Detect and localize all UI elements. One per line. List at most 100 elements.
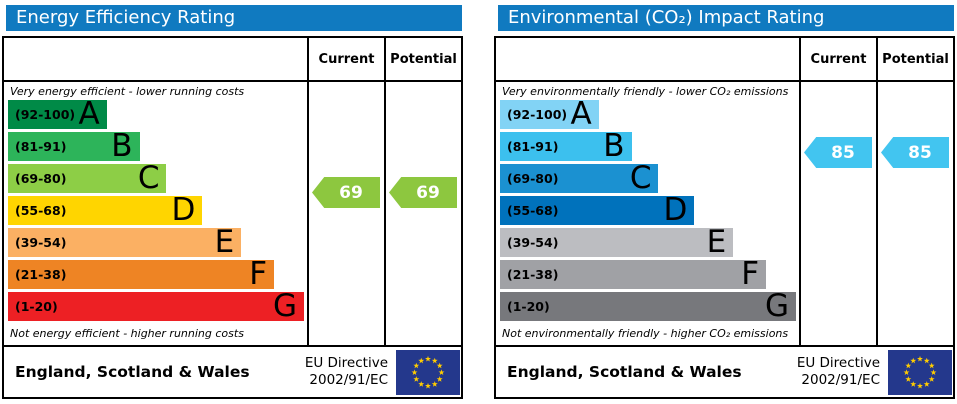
eu-flag-star	[431, 357, 438, 363]
band-row: (21-38) F	[500, 256, 799, 292]
eu-flag-star	[438, 368, 445, 375]
band-bar-a: (92-100) A	[500, 96, 599, 132]
current-rating-arrow: 85	[804, 137, 872, 168]
column-header-current: Current	[307, 38, 384, 80]
table-header: Current Potential	[4, 38, 461, 82]
footer-region-label: England, Scotland & Wales	[15, 363, 250, 381]
band-range-label: (1-20)	[15, 299, 58, 314]
bands-area: Very energy efficient - lower running co…	[4, 82, 307, 345]
panel-title: Environmental (CO₂) Impact Rating	[498, 5, 954, 31]
panel-environmental-impact: Environmental (CO₂) Impact Rating Curren…	[492, 0, 957, 404]
column-header-potential: Potential	[876, 38, 953, 80]
current-rating-arrow: 69	[312, 177, 380, 208]
band-range-label: (55-68)	[507, 203, 559, 218]
eu-flag-star	[923, 357, 930, 363]
band-list: (92-100) A (81-91) B (69-80) C (55-68) D (39-54)…	[4, 96, 307, 324]
band-grade-letter: G	[272, 288, 297, 324]
band-bar-f: (21-38) F	[8, 259, 275, 290]
eu-flag-icon	[396, 349, 460, 395]
top-caption: Very energy efficient - lower running co…	[10, 85, 245, 98]
potential-column: 85	[876, 82, 953, 345]
eu-flag-star	[418, 357, 425, 363]
band-range-label: (1-20)	[507, 299, 550, 314]
eu-flag-star	[917, 382, 923, 389]
current-column: 69	[307, 82, 384, 345]
band-grade-letter: A	[570, 96, 592, 132]
band-range-label: (39-54)	[15, 235, 67, 250]
band-row: (69-80) C	[8, 160, 307, 196]
eu-directive-label: EU Directive 2002/91/EC	[797, 355, 880, 389]
band-grade-letter: B	[111, 128, 133, 164]
band-grade-letter: E	[214, 224, 235, 260]
eu-directive-line2: 2002/91/EC	[309, 372, 388, 388]
eu-flag-icon	[888, 349, 952, 395]
band-grade-letter: C	[629, 160, 652, 196]
table-footer: England, Scotland & Wales EU Directive 2…	[4, 345, 461, 397]
band-row: (92-100) A	[8, 96, 307, 132]
band-grade-letter: D	[171, 192, 196, 228]
band-range-label: (92-100)	[15, 107, 76, 122]
band-grade-letter: A	[78, 96, 100, 132]
eu-flag-star	[431, 380, 438, 387]
band-bar-b: (81-91) B	[8, 128, 140, 164]
potential-column: 69	[384, 82, 461, 345]
eu-directive-line1: EU Directive	[304, 355, 388, 372]
band-list: (92-100) A (81-91) B (69-80) C (55-68) D (39-54)…	[496, 96, 799, 324]
column-header-current: Current	[799, 38, 876, 80]
table-header: Current Potential	[496, 38, 953, 82]
band-row: (55-68) D	[8, 192, 307, 228]
bottom-caption: Not environmentally friendly - higher CO…	[502, 327, 789, 340]
band-grade-letter: D	[663, 192, 688, 228]
eu-flag-star	[905, 362, 912, 368]
eu-flag-star	[425, 355, 431, 362]
panel-title: Energy Efficiency Rating	[6, 5, 462, 31]
band-bar-d: (55-68) D	[500, 192, 695, 228]
band-row: (21-38) F	[8, 259, 307, 290]
rating-table: Current Potential Very environmentally f…	[494, 36, 955, 399]
band-bar-d: (55-68) D	[8, 192, 203, 228]
eu-flag-star	[436, 375, 443, 382]
top-caption: Very environmentally friendly - lower CO…	[502, 85, 789, 98]
eu-directive-line2: 2002/91/EC	[801, 372, 880, 388]
bottom-caption: Not energy efficient - higher running co…	[10, 327, 244, 340]
table-body: Very energy efficient - lower running co…	[4, 82, 461, 345]
band-row: (81-91) B	[8, 128, 307, 164]
band-bar-a: (92-100) A	[8, 96, 107, 132]
band-row: (1-20) G	[500, 291, 799, 322]
eu-flag-star	[425, 382, 431, 389]
band-grade-letter: C	[137, 160, 160, 196]
eu-flag-star	[905, 375, 912, 382]
band-grade-letter: E	[706, 224, 727, 260]
band-bar-e: (39-54) E	[8, 224, 242, 260]
band-bar-c: (69-80) C	[8, 160, 167, 196]
eu-flag-star	[928, 362, 935, 368]
eu-flag-star	[923, 380, 930, 387]
eu-flag-star	[930, 368, 937, 375]
band-grade-letter: B	[603, 128, 625, 164]
eu-flag-star	[413, 362, 420, 368]
potential-rating-arrow: 69	[389, 177, 457, 208]
table-body: Very environmentally friendly - lower CO…	[496, 82, 953, 345]
band-row: (55-68) D	[500, 192, 799, 228]
band-bar-g: (1-20) G	[500, 291, 796, 322]
band-range-label: (21-38)	[507, 267, 559, 282]
eu-flag-star	[418, 380, 425, 387]
band-range-label: (39-54)	[507, 235, 559, 250]
column-header-potential: Potential	[384, 38, 461, 80]
band-grade-letter: F	[741, 256, 760, 292]
band-row: (39-54) E	[500, 224, 799, 260]
table-footer: England, Scotland & Wales EU Directive 2…	[496, 345, 953, 397]
footer-region-label: England, Scotland & Wales	[507, 363, 742, 381]
band-bar-b: (81-91) B	[500, 128, 632, 164]
panel-energy-efficiency: Energy Efficiency Rating Current Potenti…	[0, 0, 465, 404]
band-range-label: (55-68)	[15, 203, 67, 218]
band-row: (39-54) E	[8, 224, 307, 260]
band-bar-g: (1-20) G	[8, 288, 304, 324]
current-column: 85	[799, 82, 876, 345]
eu-flag-star	[411, 368, 418, 375]
eu-flag-star	[413, 375, 420, 382]
eu-directive-label: EU Directive 2002/91/EC	[305, 355, 388, 389]
band-row: (81-91) B	[500, 128, 799, 164]
band-row: (92-100) A	[500, 96, 799, 132]
